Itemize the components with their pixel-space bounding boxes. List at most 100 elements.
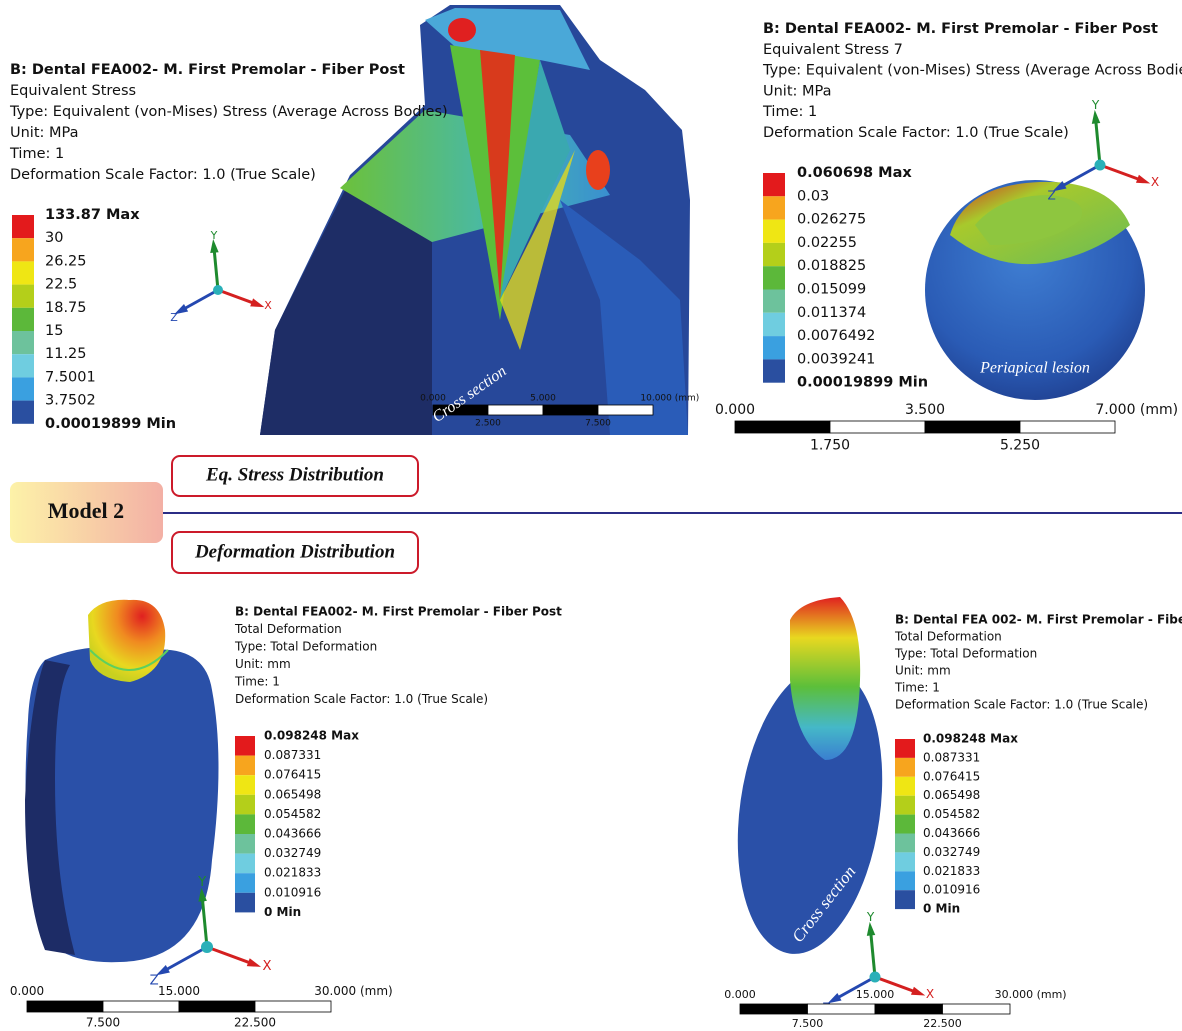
legend-swatch	[12, 331, 34, 354]
scale-label: 5.000	[530, 393, 556, 403]
legend-swatch	[895, 777, 915, 796]
scale-label: 7.500	[86, 1015, 120, 1029]
header-line: Type: Equivalent (von-Mises) Stress (Ave…	[9, 104, 448, 120]
axis-label: Y	[866, 910, 875, 924]
legend-swatch	[235, 893, 255, 913]
legend-label: 0.065498	[264, 787, 321, 801]
scale-segment	[255, 1001, 331, 1012]
axis-label: Y	[210, 229, 218, 242]
legend-swatch	[763, 359, 785, 382]
legend-label: 0.065498	[923, 788, 980, 802]
header-title: B: Dental FEA 002- M. First Premolar - F…	[895, 613, 1182, 627]
legend-swatch	[12, 261, 34, 284]
scale-label: 7.000 (mm)	[1095, 402, 1178, 418]
legend-label: 0.032749	[264, 846, 321, 860]
legend-swatch	[235, 756, 255, 776]
scale-label: 0.000	[420, 393, 446, 403]
axis-arrow	[182, 290, 218, 310]
axis-origin	[201, 941, 213, 953]
legend-swatch	[12, 354, 34, 377]
legend-swatch	[235, 736, 255, 756]
scale-segment	[943, 1004, 1011, 1014]
scale-label: 3.500	[905, 402, 945, 418]
axis-arrowhead	[1136, 175, 1150, 184]
legend-label: 0.011374	[797, 305, 866, 321]
header-line: Type: Total Deformation	[894, 647, 1037, 661]
legend-swatch	[763, 173, 785, 196]
annotation: Periapical lesion	[979, 360, 1090, 377]
axis-label: Z	[1047, 188, 1055, 202]
model-label: Model 2	[48, 498, 124, 523]
scale-label: 7.500	[792, 1017, 824, 1030]
header-line: Unit: mm	[235, 657, 291, 671]
legend-label: 0.043666	[264, 827, 321, 841]
scale-label: 30.000 (mm)	[995, 988, 1067, 1001]
scale-label: 2.500	[475, 419, 501, 429]
legend-label: 0.098248 Max	[923, 732, 1018, 746]
axis-arrow	[1100, 165, 1142, 180]
legend-swatch	[12, 215, 34, 238]
legend-label: 0.010916	[923, 883, 980, 897]
section-label: Deformation Distribution	[194, 541, 395, 562]
legend-swatch	[763, 313, 785, 336]
header-line: Deformation Scale Factor: 1.0 (True Scal…	[10, 167, 316, 183]
legend-label: 0.021833	[264, 866, 321, 880]
axis-label: X	[1151, 175, 1159, 189]
legend-label: 11.25	[45, 346, 87, 362]
header-line: Equivalent Stress	[10, 83, 136, 99]
legend-swatch	[12, 377, 34, 400]
legend-label: 0.098248 Max	[264, 729, 359, 743]
legend-swatch	[895, 834, 915, 853]
legend-swatch	[763, 290, 785, 313]
legend-label: 0.026275	[797, 212, 866, 228]
header-line: Total Deformation	[894, 630, 1002, 644]
scale-label: 0.000	[10, 984, 44, 998]
legend-label: 0.076415	[264, 768, 321, 782]
scale-segment	[830, 421, 925, 433]
legend-label: 30	[45, 230, 63, 246]
header-line: Unit: mm	[895, 664, 951, 678]
axis-origin	[213, 285, 223, 295]
legend-swatch	[895, 890, 915, 909]
axis-arrowhead	[911, 987, 925, 996]
legend-swatch	[235, 775, 255, 795]
scale-segment	[27, 1001, 103, 1012]
legend-label: 0.076415	[923, 769, 980, 783]
legend-label: 0.0039241	[797, 351, 875, 367]
axis-arrow	[164, 947, 207, 971]
legend-swatch	[235, 795, 255, 815]
header-line: Type: Equivalent (von-Mises) Stress (Ave…	[762, 63, 1182, 79]
legend-swatch	[763, 243, 785, 266]
scale-segment	[740, 1004, 808, 1014]
axis-arrow	[207, 947, 253, 964]
axis-arrowhead	[247, 958, 261, 967]
legend-label: 0.015099	[797, 282, 866, 298]
scale-label: 22.500	[234, 1015, 276, 1029]
header-line: Total Deformation	[234, 622, 342, 636]
header-line: Time: 1	[894, 681, 940, 695]
legend-label: 0 Min	[923, 902, 960, 916]
scale-segment	[598, 405, 653, 415]
header-line: Unit: MPa	[10, 125, 79, 141]
legend-swatch	[895, 758, 915, 777]
header-line: Deformation Scale Factor: 1.0 (True Scal…	[763, 125, 1069, 141]
legend-swatch	[763, 336, 785, 359]
legend-label: 15	[45, 323, 63, 339]
scale-segment	[1020, 421, 1115, 433]
axis-label: Y	[197, 875, 207, 890]
scale-label: 1.750	[810, 438, 850, 454]
legend-swatch	[895, 796, 915, 815]
scale-segment	[925, 421, 1020, 433]
axis-origin	[1095, 160, 1106, 171]
header-line: Deformation Scale Factor: 1.0 (True Scal…	[235, 692, 488, 706]
legend-swatch	[895, 739, 915, 758]
header-title: B: Dental FEA002- M. First Premolar - Fi…	[235, 605, 562, 619]
legend-swatch	[12, 401, 34, 424]
header-line: Time: 1	[9, 146, 64, 162]
scale-segment	[179, 1001, 255, 1012]
legend-label: 0.00019899 Min	[45, 416, 176, 432]
legend-swatch	[12, 308, 34, 331]
axis-label: Y	[1091, 98, 1100, 112]
section-label: Eq. Stress Distribution	[205, 464, 384, 485]
legend-label: 0.010916	[264, 885, 321, 899]
